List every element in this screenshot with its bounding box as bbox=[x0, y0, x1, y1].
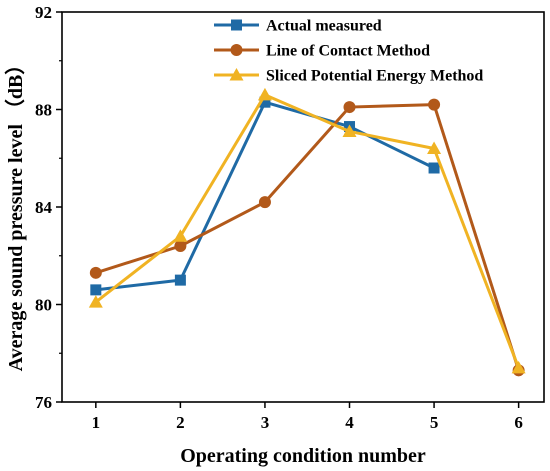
legend-label: Sliced Potential Energy Method bbox=[266, 68, 483, 85]
legend-marker bbox=[230, 44, 243, 56]
data-point bbox=[428, 98, 441, 111]
y-tick-label: 84 bbox=[35, 198, 53, 217]
data-point bbox=[342, 124, 357, 137]
data-point bbox=[258, 196, 271, 209]
series-1 bbox=[89, 98, 525, 377]
axis-ticks: 1 2 3 4 5 6 76 80 84 88 92 bbox=[35, 3, 523, 432]
data-point bbox=[173, 229, 188, 242]
plot-lines bbox=[88, 87, 526, 377]
data-point bbox=[259, 96, 271, 108]
x-tick-label: 6 bbox=[514, 413, 523, 432]
legend-item: Actual measured bbox=[214, 18, 382, 35]
series-2 bbox=[88, 87, 526, 374]
legend-marker bbox=[229, 68, 244, 81]
data-point bbox=[174, 240, 187, 252]
data-point bbox=[90, 284, 102, 296]
legend-marker bbox=[231, 19, 242, 31]
y-tick-label: 76 bbox=[35, 393, 52, 412]
legend: Actual measured Line of Contact Method Sli… bbox=[214, 18, 483, 85]
y-tick-label: 88 bbox=[35, 101, 52, 120]
y-tick-label: 80 bbox=[35, 296, 52, 315]
y-tick-label: 92 bbox=[35, 3, 52, 22]
legend-label: Line of Contact Method bbox=[266, 43, 430, 60]
data-point bbox=[257, 87, 272, 101]
series-line bbox=[94, 93, 521, 369]
y-axis-title: Average sound pressure level （dB） bbox=[4, 55, 27, 372]
x-tick-label: 4 bbox=[345, 413, 354, 432]
legend-label: Actual measured bbox=[266, 18, 382, 35]
data-point bbox=[174, 274, 186, 286]
x-tick-label: 3 bbox=[261, 413, 270, 432]
data-point bbox=[89, 266, 102, 279]
legend-item: Sliced Potential Energy Method bbox=[214, 68, 483, 85]
data-point bbox=[428, 162, 440, 174]
x-tick-label: 2 bbox=[176, 413, 185, 432]
data-point bbox=[343, 101, 356, 114]
data-point bbox=[511, 360, 526, 374]
x-tick-label: 5 bbox=[430, 413, 439, 432]
data-point bbox=[88, 295, 103, 308]
series-line bbox=[95, 103, 521, 371]
x-axis-title: Operating condition number bbox=[180, 445, 426, 467]
data-point bbox=[427, 141, 442, 154]
legend-item: Line of Contact Method bbox=[214, 43, 430, 60]
x-tick-label: 1 bbox=[92, 413, 101, 432]
